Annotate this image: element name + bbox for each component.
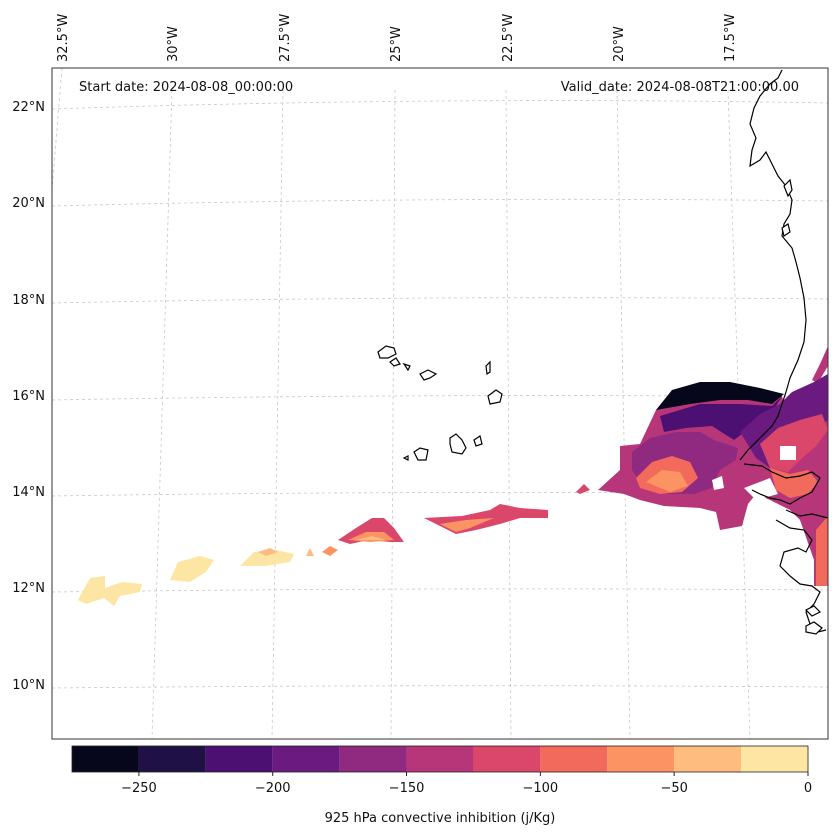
colorbar-swatch <box>138 746 206 772</box>
lon-label: 25°W <box>389 26 404 62</box>
colorbar-swatch <box>674 746 742 772</box>
colorbar-ticks: −250 −200 −150 −100 −50 0 <box>121 772 812 796</box>
colorbar-swatch <box>473 746 541 772</box>
lat-label: 10°N <box>12 678 45 693</box>
latitude-labels: 22°N 20°N 18°N 16°N 14°N 12°N 10°N <box>12 100 45 693</box>
colorbar <box>72 746 808 772</box>
lat-label: 12°N <box>12 581 45 596</box>
colorbar-swatch <box>272 746 340 772</box>
colorbar-label: 925 hPa convective inhibition (j/Kg) <box>325 811 556 826</box>
colorbar-tick-label: −100 <box>523 781 559 796</box>
colorbar-tick-label: −50 <box>660 781 687 796</box>
map-border <box>51 67 829 740</box>
longitude-labels: 32.5°W 30°W 27.5°W 25°W 22.5°W 20°W 17.5… <box>56 14 738 62</box>
start-date-label: Start date: 2024-08-08_00:00:00 <box>79 80 293 95</box>
colorbar-swatch <box>741 746 808 772</box>
colorbar-swatch <box>205 746 273 772</box>
lon-label: 20°W <box>612 26 627 62</box>
lat-label: 16°N <box>12 389 45 404</box>
colorbar-swatch <box>339 746 407 772</box>
colorbar-tick-label: −250 <box>121 781 157 796</box>
lat-label: 22°N <box>12 100 45 115</box>
lon-label: 17.5°W <box>723 14 738 62</box>
cape-verde-islands <box>377 178 823 635</box>
lat-label: 18°N <box>12 293 45 308</box>
colorbar-tick-label: −150 <box>389 781 425 796</box>
lon-label: 30°W <box>166 26 181 62</box>
valid-date-label: Valid_date: 2024-08-08T21:00:00.00 <box>561 80 799 95</box>
lat-label: 14°N <box>12 485 45 500</box>
cin-area-east <box>576 484 590 494</box>
lon-label: 32.5°W <box>56 14 71 62</box>
graticule <box>51 67 829 740</box>
colorbar-swatch <box>406 746 474 772</box>
cin-area-west <box>78 576 142 606</box>
colorbar-tick-label: −200 <box>255 781 291 796</box>
cin-contours <box>78 346 828 606</box>
lon-label: 22.5°W <box>501 14 516 62</box>
coastline <box>739 69 829 633</box>
colorbar-swatch <box>607 746 675 772</box>
colorbar-swatch <box>540 746 608 772</box>
colorbar-swatch <box>72 746 139 772</box>
lat-label: 20°N <box>12 196 45 211</box>
colorbar-tick-label: 0 <box>804 781 812 796</box>
colorbar-frame <box>71 745 809 773</box>
lon-label: 27.5°W <box>278 14 293 62</box>
